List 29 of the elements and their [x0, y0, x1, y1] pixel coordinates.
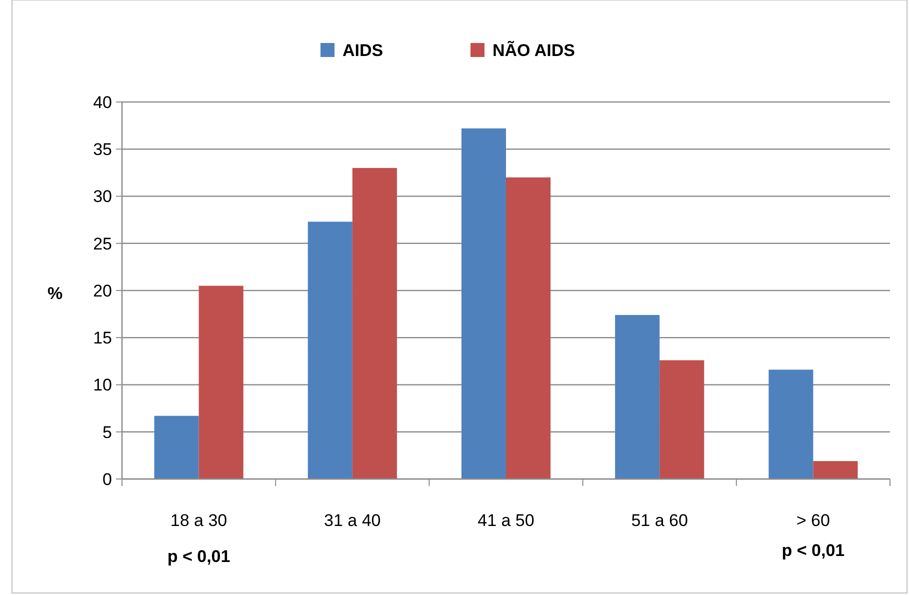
bar	[198, 286, 244, 479]
text: p < 0,01	[782, 541, 845, 560]
y-tick-label: 35	[93, 140, 112, 160]
x-tick-label: 41 a 50	[478, 511, 534, 530]
bar	[615, 315, 660, 479]
bar	[154, 416, 199, 479]
bar	[506, 177, 551, 479]
x-tick-label: 18 a 30	[170, 511, 228, 530]
y-tick-label: 20	[93, 281, 112, 300]
x-tick-label: 51 a 60	[631, 511, 688, 530]
bar	[660, 360, 704, 479]
legend-label: AIDS	[342, 40, 384, 60]
y-tick-label: 0	[102, 470, 112, 489]
y-tick-label: 25	[93, 234, 112, 254]
bar	[308, 222, 352, 479]
bar	[352, 168, 397, 479]
y-tick-label: 40	[93, 92, 112, 112]
legend-label: NÃO AIDS	[492, 40, 575, 60]
bar	[461, 128, 506, 479]
x-tick-label: 31 a 40	[324, 511, 381, 530]
y-axis-title: %	[47, 284, 63, 303]
y-tick-label: 30	[93, 187, 112, 206]
bar	[813, 461, 858, 479]
bar	[768, 370, 814, 479]
y-tick-label: 5	[102, 422, 112, 442]
text: p < 0,01	[167, 547, 230, 566]
y-tick-label: 10	[93, 376, 112, 395]
x-tick-label: > 60	[796, 511, 830, 530]
y-tick-label: 15	[93, 328, 112, 348]
